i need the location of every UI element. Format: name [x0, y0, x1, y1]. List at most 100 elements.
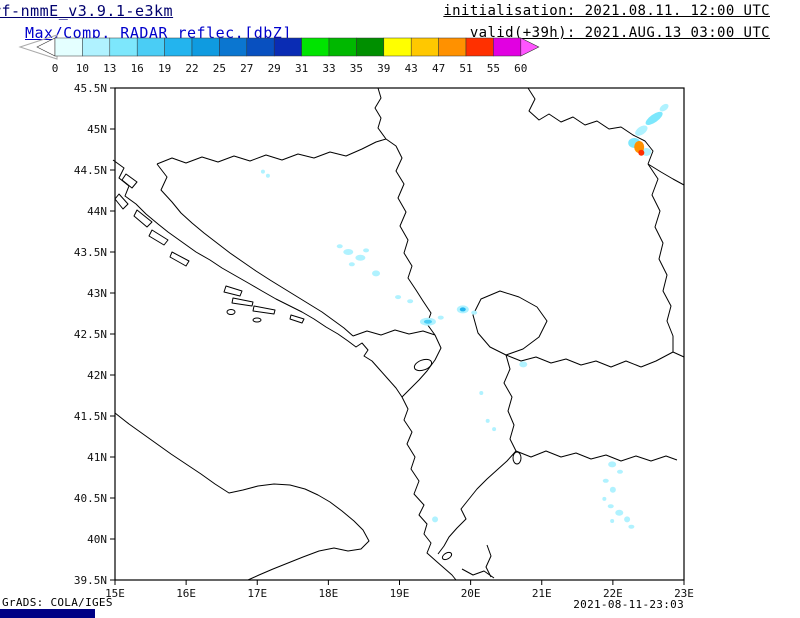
island — [169, 251, 190, 267]
island — [148, 229, 169, 246]
colorbar-tick-label: 35 — [350, 62, 363, 75]
radar-echo — [485, 418, 490, 423]
colorbar-tick-label: 33 — [322, 62, 335, 75]
border-macedonia-greece — [515, 450, 678, 462]
border-serbia-bulgaria — [647, 163, 674, 352]
lon-tick-label: 17E — [247, 587, 267, 600]
radar-echo — [602, 496, 607, 501]
radar-echo — [459, 307, 466, 312]
radar-echo — [407, 299, 414, 304]
radar-echo — [609, 486, 616, 493]
border-albania-greece — [437, 450, 517, 555]
island — [289, 314, 305, 324]
lon-tick-label: 22E — [603, 587, 623, 600]
lon-tick-label: 15E — [105, 587, 125, 600]
island — [226, 309, 236, 315]
border-sava — [156, 138, 387, 165]
island — [121, 173, 138, 189]
radar-echo — [432, 516, 439, 523]
footer-bar — [0, 609, 95, 618]
border-montenegro-n — [352, 329, 436, 337]
lon-tick-label: 21E — [532, 587, 552, 600]
lat-tick-label: 44.5N — [74, 164, 107, 177]
radar-echo — [519, 361, 528, 368]
radar-echo — [479, 391, 484, 396]
radar-echo — [265, 173, 270, 178]
lon-tick-label: 23E — [674, 587, 694, 600]
colorbar-tick-label: 60 — [514, 62, 527, 75]
lon-tick-label: 20E — [461, 587, 481, 600]
colorbar-tick-label: 13 — [103, 62, 116, 75]
island — [231, 297, 254, 307]
island — [223, 285, 243, 297]
border-drina — [385, 138, 436, 336]
lat-tick-label: 42.5N — [74, 328, 107, 341]
border-albania-macedonia — [503, 354, 517, 452]
border-montenegro-albania — [401, 334, 442, 398]
lat-tick-label: 45N — [87, 123, 107, 136]
lat-tick-label: 43N — [87, 287, 107, 300]
colorbar-tick-label: 47 — [432, 62, 445, 75]
lat-tick-label: 40.5N — [74, 492, 107, 505]
colorbar-tick-label: 27 — [240, 62, 253, 75]
coastline-italy — [114, 412, 370, 581]
radar-echo — [607, 504, 614, 509]
radar-echo — [602, 478, 609, 483]
radar-echo — [645, 111, 663, 125]
lake-ohrid — [512, 451, 522, 465]
lat-tick-label: 45.5N — [74, 82, 107, 95]
colorbar-tick-label: 25 — [213, 62, 226, 75]
radar-echo — [628, 524, 635, 529]
border-serbia-macedonia — [505, 354, 642, 368]
lon-tick-label: 19E — [390, 587, 410, 600]
lat-tick-label: 44N — [87, 205, 107, 218]
border-danube-n — [374, 87, 387, 140]
map-frame — [114, 87, 685, 581]
colorbar-tick-label: 55 — [487, 62, 500, 75]
colorbar-tick-label: 29 — [268, 62, 281, 75]
radar-echo — [363, 248, 370, 253]
colorbar-tick-label: 0 — [52, 62, 59, 75]
radar-echo — [471, 310, 478, 315]
grads-credit: GrADS: COLA/IGES — [2, 596, 113, 609]
radar-echo — [355, 254, 366, 261]
radar-echo — [610, 518, 615, 523]
colorbar-tick-label: 16 — [131, 62, 144, 75]
radar-echo — [635, 125, 648, 136]
coastline-greece — [461, 568, 495, 579]
island — [114, 193, 129, 210]
lat-tick-label: 40N — [87, 533, 107, 546]
island — [252, 305, 276, 315]
radar-echo — [616, 469, 623, 474]
creation-timestamp: 2021-08-11-23:03 — [573, 598, 684, 611]
radar-echo — [348, 262, 355, 267]
colorbar-tick-label: 10 — [76, 62, 89, 75]
valid-time-label: valid(+39h): 2021.AUG.13 03:00 UTC — [469, 25, 770, 41]
init-time-label: initialisation: 2021.08.11. 12:00 UTC — [443, 3, 770, 19]
border-danube-romania — [527, 87, 654, 165]
island-corfu — [441, 551, 453, 561]
colorbar-tick-label: 31 — [295, 62, 308, 75]
lat-tick-label: 39.5N — [74, 574, 107, 587]
radar-echo — [659, 103, 669, 112]
lon-tick-label: 18E — [318, 587, 338, 600]
radar-echo — [395, 295, 402, 300]
coastline-adriatic — [112, 159, 457, 581]
radar-echo — [624, 516, 631, 523]
lake-skadar — [413, 358, 433, 372]
radar-echo — [343, 249, 354, 255]
radar-echo — [638, 149, 645, 156]
island — [133, 209, 153, 228]
radar-echo — [608, 461, 617, 468]
border-segment — [485, 544, 492, 578]
lat-tick-label: 41N — [87, 451, 107, 464]
colorbar-tick-label: 39 — [377, 62, 390, 75]
country-borders — [112, 87, 685, 581]
radar-echo — [372, 270, 381, 277]
colorbar: 0 10 13 16 19 22 25 27 29 31 33 35 39 43 47 51 55 60 — [18, 34, 540, 75]
colorbar-right-arrow — [520, 37, 540, 57]
border-kosovo — [472, 290, 548, 356]
model-version-label: rf-nmmE_v3.9.1-e3km — [0, 2, 174, 20]
radar-echo — [423, 319, 432, 324]
